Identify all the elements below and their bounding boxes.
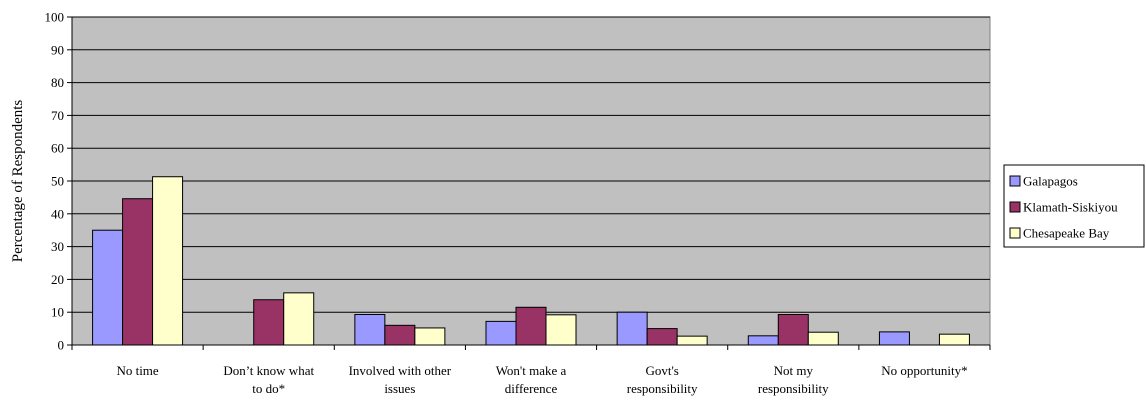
legend-swatch	[1009, 175, 1021, 187]
category-label: Govt's	[645, 363, 678, 378]
y-tick-label: 0	[58, 338, 65, 353]
bar-klamath-siskiyou	[646, 328, 678, 346]
category-label: No time	[116, 363, 158, 378]
y-tick-labels: 0 10 20 30 40 50 60 70 80 90 100	[45, 10, 65, 353]
bar-chesapeake-bay	[545, 314, 577, 346]
y-tick-label: 30	[51, 239, 64, 254]
legend-swatch	[1009, 201, 1021, 213]
bar-galapagos	[354, 313, 386, 346]
bar-chesapeake-bay	[938, 333, 970, 346]
axes	[67, 16, 991, 350]
category-label: Won't make a	[496, 363, 567, 378]
legend-label: Chesapeake Bay	[1023, 226, 1110, 241]
bar-galapagos	[485, 320, 517, 346]
category-label: Involved with other	[349, 363, 452, 378]
y-tick-label: 70	[51, 108, 64, 123]
bar-klamath-siskiyou	[253, 299, 285, 346]
legend-label: Galapagos	[1023, 174, 1078, 189]
bar-chesapeake-bay	[283, 292, 315, 346]
y-tick-label: 60	[51, 141, 64, 156]
y-tick-label: 50	[51, 174, 64, 189]
y-tick-label: 10	[51, 305, 64, 320]
gridlines	[72, 16, 990, 313]
category-label: No opportunity*	[881, 363, 967, 378]
category-labels: No time Don’t know what to do* Involved wit…	[116, 363, 967, 396]
category-label: Not my	[774, 363, 814, 378]
y-tick-label: 40	[51, 206, 64, 221]
bar-galapagos	[878, 331, 910, 346]
y-tick-label: 90	[51, 42, 64, 57]
bar-chesapeake-bay	[414, 327, 446, 346]
bar-galapagos	[92, 229, 124, 346]
bar-klamath-siskiyou	[515, 306, 547, 346]
bar-chesapeake-bay	[152, 176, 184, 346]
y-tick-label: 100	[45, 10, 65, 25]
legend-label: Klamath-Siskiyou	[1023, 200, 1118, 215]
legend: Galapagos Klamath-Siskiyou Chesapeake Bay	[1003, 164, 1145, 248]
category-label: Don’t know what	[223, 363, 314, 378]
bar-klamath-siskiyou	[777, 313, 809, 346]
bar-klamath-siskiyou	[122, 198, 154, 346]
category-label: difference	[505, 381, 558, 396]
bar-galapagos	[747, 335, 779, 346]
legend-box	[1003, 164, 1145, 248]
y-axis-label: Percentage of Respondents	[10, 100, 26, 263]
bar-klamath-siskiyou	[384, 324, 416, 346]
y-tick-label: 80	[51, 75, 64, 90]
y-tick-label: 20	[51, 272, 64, 287]
bar-chesapeake-bay	[676, 335, 708, 346]
legend-swatch	[1009, 227, 1021, 239]
category-label: to do*	[252, 381, 285, 396]
bar-chesapeake-bay	[807, 331, 839, 346]
category-label: issues	[384, 381, 415, 396]
bar-galapagos	[616, 311, 648, 346]
category-label: responsibility	[627, 381, 698, 396]
category-label: responsibility	[758, 381, 829, 396]
